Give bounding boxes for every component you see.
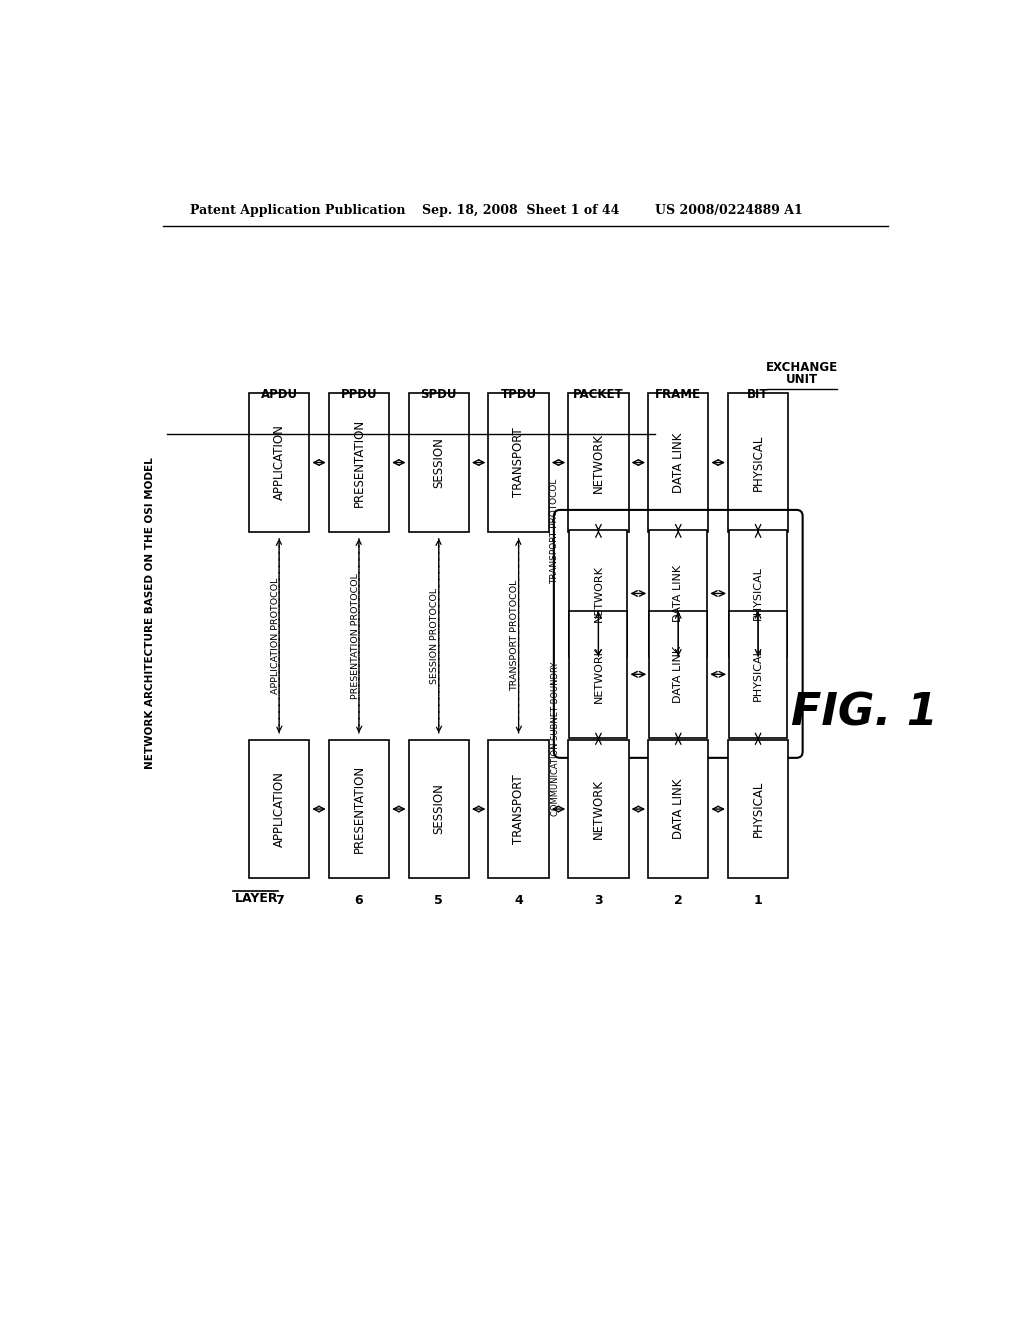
Bar — [488, 393, 549, 532]
Text: Sep. 18, 2008  Sheet 1 of 44: Sep. 18, 2008 Sheet 1 of 44 — [423, 205, 620, 218]
Bar — [649, 529, 708, 657]
Text: NETWORK: NETWORK — [592, 433, 605, 492]
Text: 6: 6 — [354, 894, 364, 907]
Text: PACKET: PACKET — [573, 388, 624, 401]
Text: DATA LINK: DATA LINK — [673, 565, 683, 622]
Text: SPDU: SPDU — [421, 388, 457, 401]
Text: SESSION PROTOCOL: SESSION PROTOCOL — [430, 587, 439, 684]
Text: DATA LINK: DATA LINK — [672, 779, 685, 840]
Bar — [409, 739, 469, 878]
Bar — [729, 611, 787, 738]
Text: COMMUNICATION SUBNET BOUNDRY: COMMUNICATION SUBNET BOUNDRY — [551, 661, 559, 816]
Text: NETWORK: NETWORK — [592, 779, 605, 840]
Text: 5: 5 — [434, 894, 443, 907]
Text: FIG. 1: FIG. 1 — [791, 692, 937, 734]
Text: 3: 3 — [594, 894, 603, 907]
Bar — [569, 529, 628, 657]
Text: TRANSPORT: TRANSPORT — [512, 428, 525, 498]
Text: TRANSPORT PROTOCOL: TRANSPORT PROTOCOL — [551, 478, 559, 583]
Bar — [329, 393, 389, 532]
Bar — [648, 393, 709, 532]
Text: BIT: BIT — [748, 388, 769, 401]
Text: NETWORK: NETWORK — [594, 645, 603, 702]
Bar — [648, 739, 709, 878]
Bar — [568, 393, 629, 532]
Text: US 2008/0224889 A1: US 2008/0224889 A1 — [655, 205, 803, 218]
Text: DATA LINK: DATA LINK — [672, 433, 685, 492]
Bar — [409, 393, 469, 532]
Bar — [729, 529, 787, 657]
Text: 4: 4 — [514, 894, 523, 907]
Text: PRESENTATION: PRESENTATION — [352, 418, 366, 507]
Bar — [649, 611, 708, 738]
Text: FRAME: FRAME — [655, 388, 701, 401]
Bar — [568, 739, 629, 878]
Text: EXCHANGE: EXCHANGE — [766, 360, 838, 374]
Text: Patent Application Publication: Patent Application Publication — [190, 205, 406, 218]
Text: PHYSICAL: PHYSICAL — [752, 781, 765, 837]
Bar — [249, 393, 309, 532]
Text: PPDU: PPDU — [341, 388, 377, 401]
Text: PRESENTATION PROTOCOL: PRESENTATION PROTOCOL — [350, 573, 359, 698]
Text: NETWORK ARCHITECTURE BASED ON THE OSI MODEL: NETWORK ARCHITECTURE BASED ON THE OSI MO… — [144, 457, 155, 768]
Bar — [728, 393, 788, 532]
Text: NETWORK: NETWORK — [594, 565, 603, 622]
Text: DATA LINK: DATA LINK — [673, 645, 683, 702]
Text: PHYSICAL: PHYSICAL — [753, 566, 763, 620]
Bar — [488, 739, 549, 878]
Text: LAYER: LAYER — [234, 892, 279, 906]
Text: UNIT: UNIT — [785, 374, 818, 387]
Text: 1: 1 — [754, 894, 763, 907]
Bar — [728, 739, 788, 878]
Text: APPLICATION: APPLICATION — [272, 771, 286, 847]
Bar — [329, 739, 389, 878]
Bar — [569, 611, 628, 738]
Text: TRANSPORT PROTOCOL: TRANSPORT PROTOCOL — [510, 579, 519, 692]
Text: 7: 7 — [274, 894, 284, 907]
Text: APDU: APDU — [260, 388, 298, 401]
Text: SESSION: SESSION — [432, 784, 445, 834]
Bar — [249, 739, 309, 878]
Text: TRANSPORT: TRANSPORT — [512, 774, 525, 843]
Text: APPLICATION: APPLICATION — [272, 425, 286, 500]
Text: PHYSICAL: PHYSICAL — [752, 434, 765, 491]
Text: 2: 2 — [674, 894, 683, 907]
Text: TPDU: TPDU — [501, 388, 537, 401]
Text: SESSION: SESSION — [432, 437, 445, 488]
Text: APPLICATION PROTOCOL: APPLICATION PROTOCOL — [270, 578, 280, 694]
Text: PHYSICAL: PHYSICAL — [753, 647, 763, 701]
Text: PRESENTATION: PRESENTATION — [352, 766, 366, 853]
